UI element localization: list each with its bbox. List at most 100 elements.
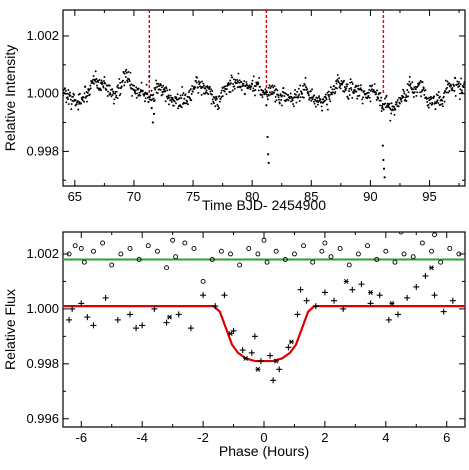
data-point	[199, 85, 202, 88]
data-point	[285, 92, 288, 95]
open-circle-point	[72, 243, 78, 249]
plus-point	[276, 366, 283, 373]
data-point	[384, 102, 387, 105]
data-point	[423, 93, 426, 96]
data-point	[393, 106, 396, 108]
data-point	[126, 79, 129, 82]
data-point	[460, 89, 463, 92]
data-point	[447, 91, 450, 94]
data-point	[308, 98, 311, 101]
data-point	[214, 99, 217, 102]
data-point	[441, 99, 444, 102]
open-circle-point	[392, 259, 398, 265]
open-circle-point	[261, 237, 267, 243]
data-point	[191, 85, 194, 87]
data-point	[354, 86, 357, 89]
data-point	[287, 94, 290, 97]
open-circle-point	[228, 251, 233, 257]
data-point	[264, 88, 267, 91]
data-point	[277, 94, 280, 97]
data-point	[156, 92, 159, 94]
plus-point	[367, 300, 374, 307]
data-point	[298, 93, 301, 96]
data-point	[73, 93, 76, 96]
data-point	[307, 90, 309, 93]
data-point	[265, 104, 268, 107]
plot-frame	[62, 9, 466, 187]
data-point	[437, 91, 440, 94]
data-point	[458, 81, 460, 84]
data-point	[274, 95, 277, 98]
open-circle-point	[301, 243, 307, 249]
data-point	[382, 158, 385, 162]
data-point	[307, 92, 310, 95]
data-point	[400, 100, 403, 103]
plus-point	[151, 305, 158, 312]
data-point	[161, 91, 164, 93]
data-point	[250, 85, 253, 88]
data-point	[189, 88, 192, 90]
data-point	[463, 83, 465, 86]
open-circle-point	[410, 254, 416, 260]
data-point	[86, 91, 89, 94]
data-point	[82, 96, 85, 99]
data-point	[326, 108, 329, 111]
data-point	[191, 90, 194, 93]
data-point	[125, 71, 128, 74]
data-point	[199, 81, 202, 84]
data-point	[419, 91, 422, 94]
open-circle-point	[164, 265, 169, 271]
data-point	[258, 76, 261, 79]
data-point	[166, 89, 169, 92]
data-point	[439, 95, 441, 98]
data-point	[232, 83, 235, 85]
data-point	[154, 88, 157, 91]
plus-point	[358, 281, 365, 288]
data-point	[348, 87, 351, 90]
data-point	[381, 106, 384, 110]
plot-frame	[62, 231, 466, 428]
data-point	[74, 99, 77, 102]
open-circle-point	[447, 246, 453, 251]
open-circle-point	[438, 259, 444, 265]
data-point	[80, 102, 83, 105]
data-point	[420, 90, 423, 93]
data-point	[218, 100, 221, 103]
data-point	[347, 97, 350, 100]
data-point	[271, 92, 274, 95]
data-point	[321, 109, 324, 112]
data-point	[369, 100, 372, 103]
data-point	[86, 94, 89, 97]
data-point	[130, 83, 133, 86]
data-point	[200, 87, 203, 90]
data-point	[402, 96, 405, 99]
plus-point	[84, 314, 91, 321]
data-point	[358, 94, 361, 97]
open-circle-point	[322, 240, 328, 246]
data-point	[375, 93, 378, 96]
data-point	[380, 110, 383, 112]
data-point	[340, 80, 343, 82]
data-point	[418, 82, 421, 85]
data-point	[276, 89, 279, 92]
data-point	[337, 81, 340, 84]
data-point	[177, 98, 180, 101]
plus-point	[221, 292, 228, 299]
data-point	[278, 102, 281, 105]
data-point	[254, 94, 256, 97]
data-point	[69, 98, 72, 101]
data-point	[426, 101, 429, 103]
data-point	[282, 86, 285, 89]
data-point	[257, 89, 260, 92]
data-point	[383, 176, 386, 179]
data-point	[76, 100, 79, 103]
data-point	[356, 97, 359, 100]
data-point	[266, 90, 268, 93]
plus-point	[376, 292, 383, 299]
data-point	[376, 89, 379, 92]
x-tick-label: 70	[127, 189, 141, 204]
data-point	[349, 78, 352, 81]
data-point	[345, 87, 348, 90]
data-point	[103, 79, 105, 82]
